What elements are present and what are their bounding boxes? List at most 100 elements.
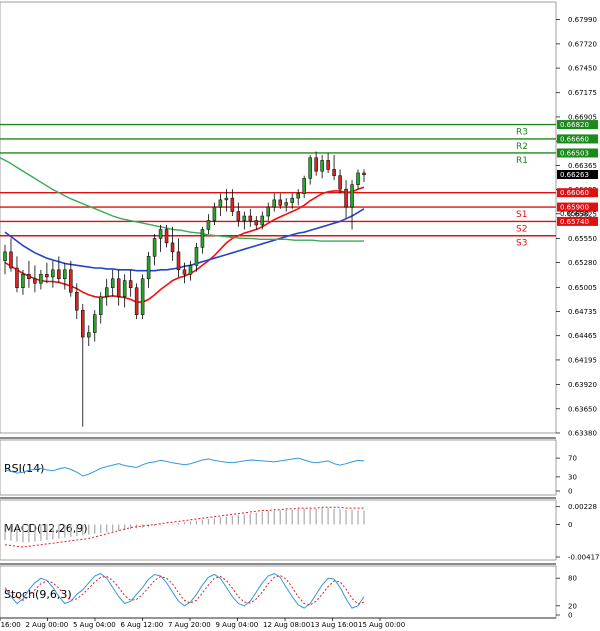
candle-body xyxy=(146,256,151,280)
indicator-name: Stoch(9,6,3) xyxy=(4,588,72,601)
level-price-tag xyxy=(557,216,598,226)
stoch-d-line xyxy=(4,574,365,606)
candle-body xyxy=(266,206,271,217)
candle xyxy=(254,216,259,230)
candle-body xyxy=(51,269,55,278)
price-tick-label: 0.66905 xyxy=(568,113,597,121)
candle-body xyxy=(57,269,61,280)
candle xyxy=(230,189,235,217)
candle-body xyxy=(128,280,133,288)
candle-body xyxy=(164,229,169,244)
candle-body xyxy=(272,199,276,208)
candle-body xyxy=(21,274,25,288)
candle xyxy=(134,283,139,320)
candle xyxy=(152,233,157,266)
level-price-tag xyxy=(557,188,598,198)
candle-body xyxy=(194,247,199,266)
candle xyxy=(39,269,43,290)
indicator-frame xyxy=(0,565,557,619)
candle xyxy=(164,224,169,248)
candle xyxy=(242,211,247,230)
level-label: S3 xyxy=(516,239,527,249)
candle xyxy=(332,155,336,181)
x-tick-label: 1 Aug 16:00 xyxy=(0,621,21,629)
candle-body xyxy=(278,199,282,206)
level-label: S2 xyxy=(516,224,527,234)
candle-body xyxy=(206,220,211,230)
candle xyxy=(302,175,306,199)
level-label: R2 xyxy=(516,142,528,152)
candle-body xyxy=(158,229,163,239)
candle xyxy=(350,180,354,230)
level-label: R1 xyxy=(516,156,528,166)
candle-body xyxy=(3,251,7,262)
candle xyxy=(69,260,73,297)
candle xyxy=(75,283,79,320)
candle-body xyxy=(296,193,300,199)
candle xyxy=(188,260,193,281)
price-tick-label: 0.67720 xyxy=(568,40,597,48)
x-tick-label: 6 Aug 12:00 xyxy=(121,621,164,629)
candle-body xyxy=(284,202,288,206)
candle-body xyxy=(218,199,223,208)
indicator-tick-label: 0.00228 xyxy=(568,503,597,511)
price-tag-text: 0.66263 xyxy=(560,171,589,179)
candle-body xyxy=(314,157,318,172)
candle-body xyxy=(176,251,181,271)
price-tick-label: 0.65550 xyxy=(568,235,597,243)
candle xyxy=(140,274,145,320)
candle xyxy=(116,269,121,306)
candle xyxy=(248,208,253,227)
indicator-tick-label: 70 xyxy=(568,455,577,463)
candle xyxy=(284,198,288,212)
price-tick-label: 0.63380 xyxy=(568,430,597,438)
level-price-tag-text: 0.65900 xyxy=(560,204,589,212)
candle-body xyxy=(248,215,253,221)
candle xyxy=(290,193,294,209)
candle xyxy=(206,214,211,234)
price-tick-label: 0.63650 xyxy=(568,405,597,413)
candle xyxy=(33,265,37,293)
x-tick-label: 9 Aug 04:00 xyxy=(216,621,259,629)
candle xyxy=(260,211,265,230)
candle-body xyxy=(33,278,37,284)
current-price-tag xyxy=(557,170,598,180)
level-price-tag xyxy=(557,148,598,158)
candle-body xyxy=(140,278,145,315)
candle-body xyxy=(308,157,312,179)
candle xyxy=(176,238,181,277)
candle-body xyxy=(98,296,103,315)
candle xyxy=(45,262,49,284)
level-price-tag xyxy=(557,134,598,144)
macd-panel: MACD(12,26,9) 0.00228 0 -0.004178 xyxy=(0,497,600,562)
level-price-tag xyxy=(557,120,598,130)
candle xyxy=(146,251,151,288)
candle xyxy=(110,269,115,297)
candle xyxy=(3,244,7,275)
candle-body xyxy=(230,197,235,212)
level-price-tag-text: 0.66060 xyxy=(560,189,589,197)
price-tick-label: 0.65280 xyxy=(568,259,597,267)
candle-body xyxy=(69,269,73,293)
moving-average-line xyxy=(0,157,364,242)
candle-body xyxy=(110,278,115,288)
price-tick-label: 0.67990 xyxy=(568,16,597,24)
candle xyxy=(344,180,348,218)
candle xyxy=(362,169,366,182)
price-tick-label: 0.65005 xyxy=(568,284,597,292)
indicator-tick-label: 30 xyxy=(568,473,577,481)
level-label: S1 xyxy=(516,210,527,220)
price-tick-label: 0.64195 xyxy=(568,356,597,364)
candle-body xyxy=(81,309,85,338)
candle-body xyxy=(182,269,187,275)
indicator-name: MACD(12,26,9) xyxy=(4,522,88,535)
candle xyxy=(182,262,187,284)
x-tick-label: 15 Aug 00:00 xyxy=(358,621,405,629)
candle-body xyxy=(122,280,127,297)
candle-body xyxy=(212,206,217,221)
indicator-tick-label: -0.004178 xyxy=(568,554,600,562)
candle-body xyxy=(320,160,324,172)
candle-body xyxy=(242,215,247,221)
level-price-tag-text: 0.66820 xyxy=(560,121,589,129)
